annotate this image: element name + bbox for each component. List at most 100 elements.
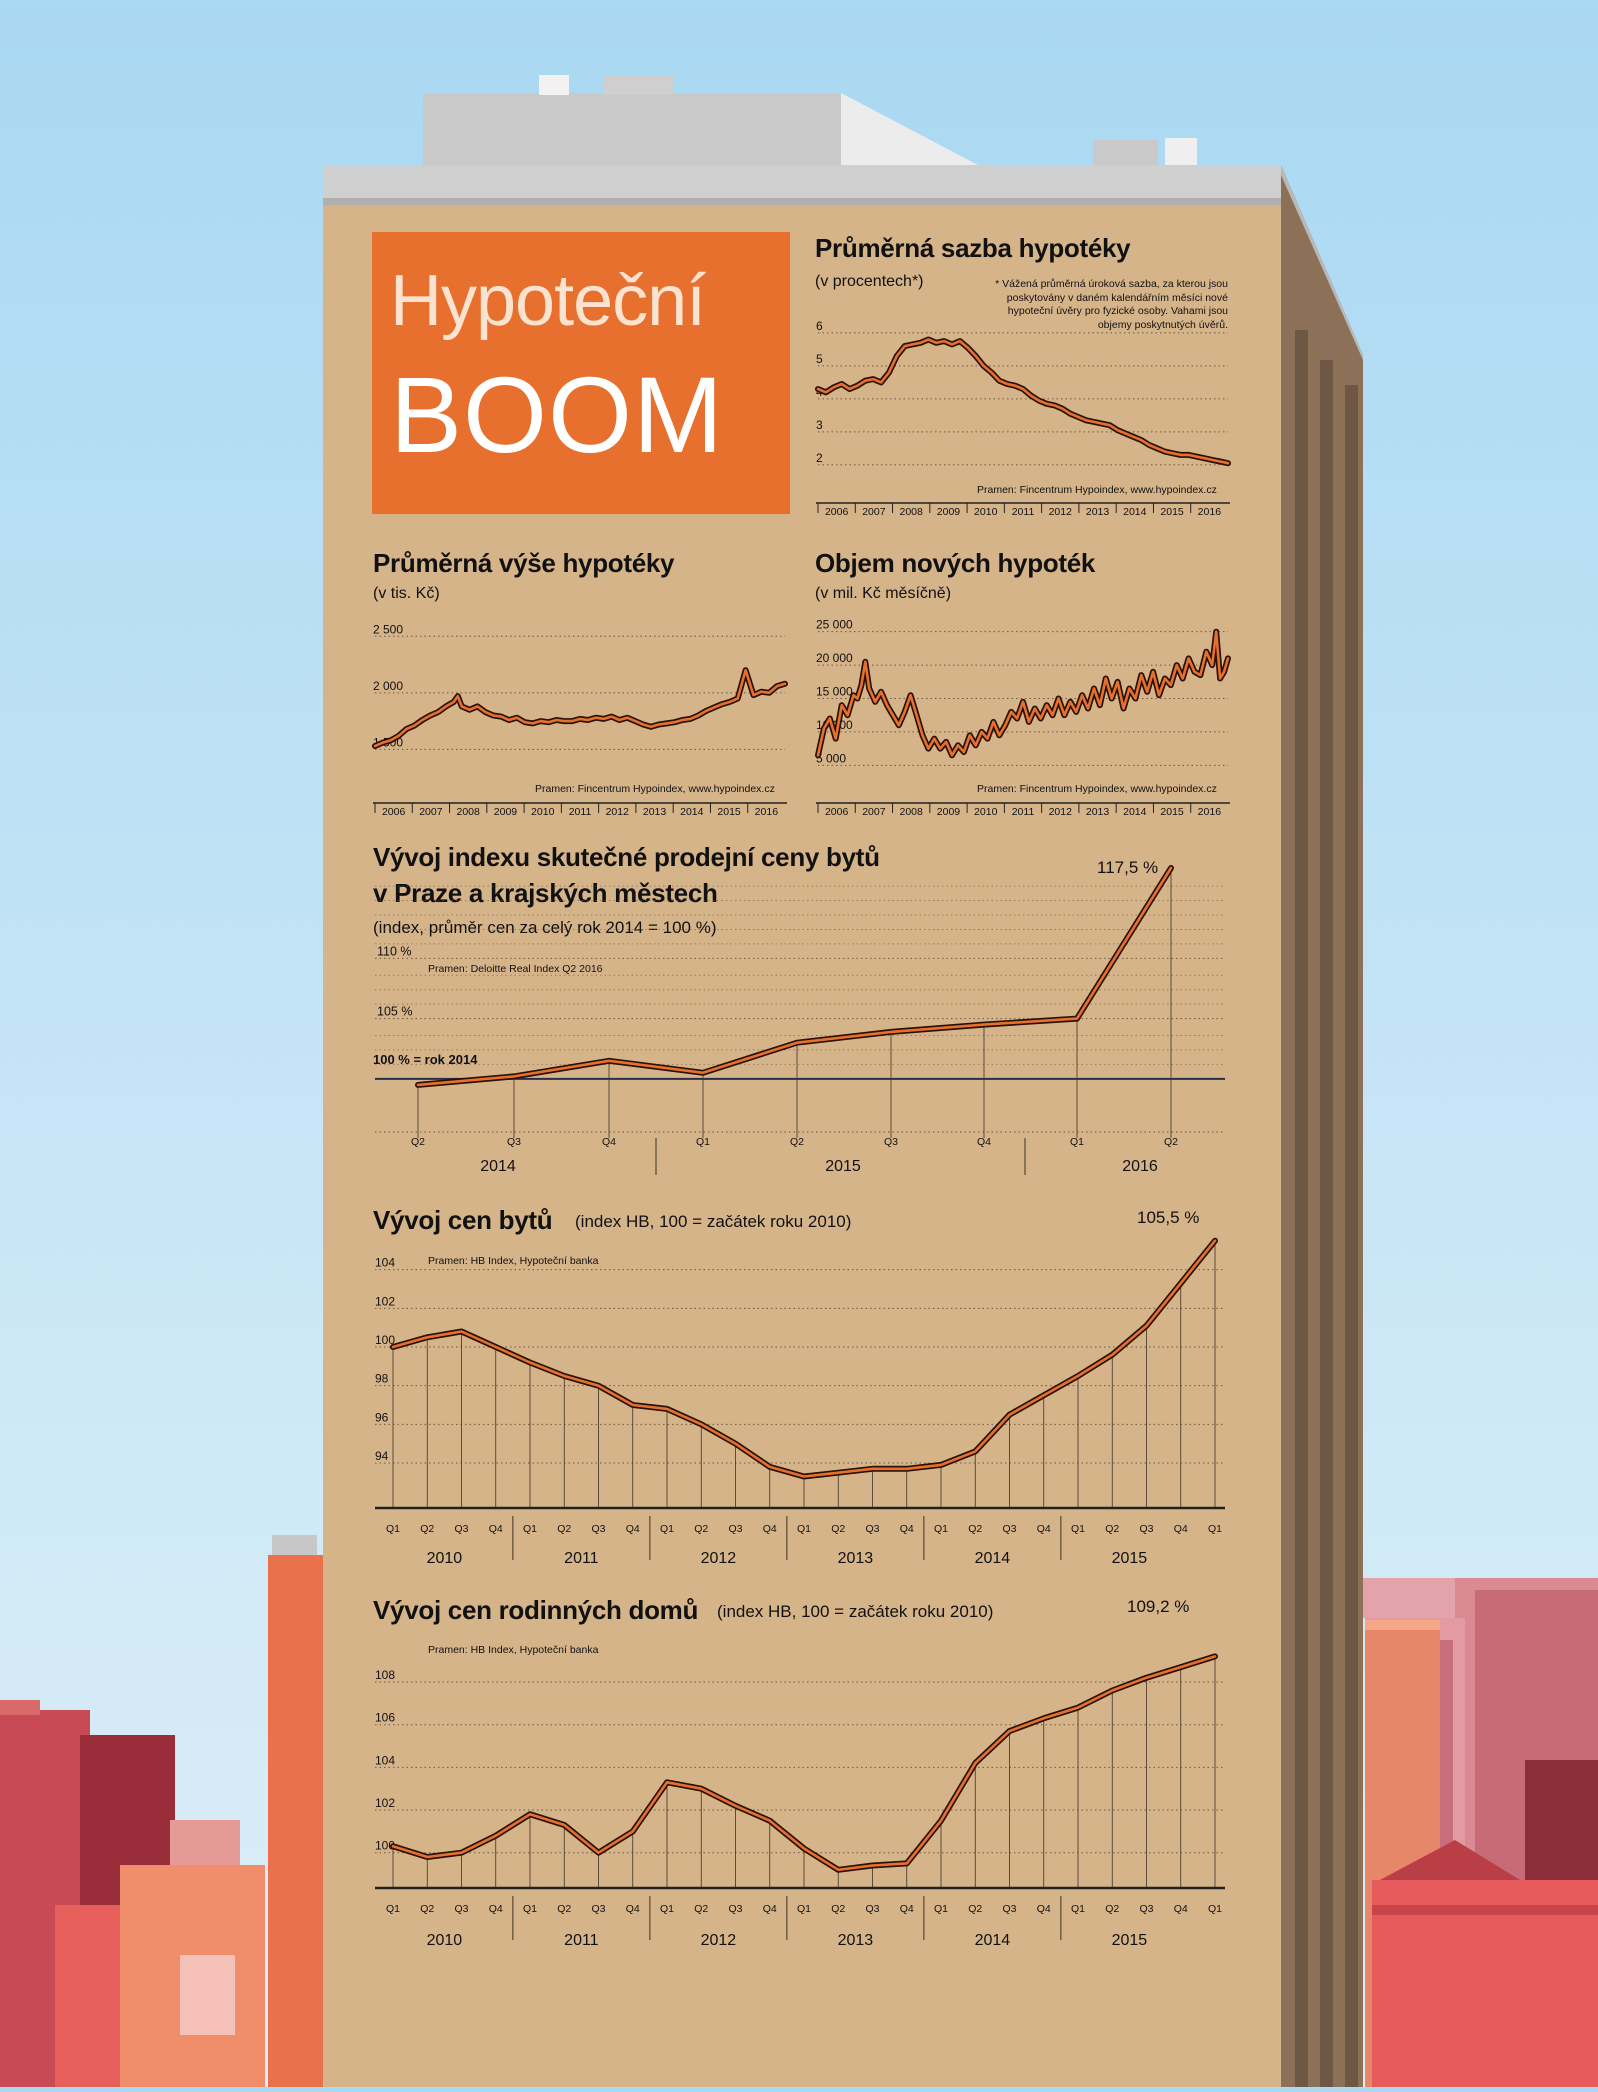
year-label-hb_domy: 2010: [427, 1932, 463, 1949]
quarter-label-hb_byty: Q1: [660, 1523, 674, 1535]
series-line-hb_domy: [391, 1655, 1217, 1872]
quarter-label-hb_domy: Q1: [523, 1903, 537, 1915]
title-line-2: BOOM: [390, 354, 725, 475]
quarter-label-deloitte: Q3: [507, 1136, 521, 1148]
quarter-label-hb_byty: Q1: [1208, 1523, 1222, 1535]
quarter-label-hb_domy: Q3: [1002, 1903, 1016, 1915]
quarter-label-hb_domy: Q4: [626, 1903, 640, 1915]
x-tick-label-sazba: 2011: [1012, 506, 1035, 518]
x-tick-label-sazba: 2014: [1123, 506, 1147, 518]
chart-subtitle-vyse: (v tis. Kč): [373, 585, 440, 602]
chart-title-deloitte-2: v Praze a krajských městech: [373, 878, 718, 908]
year-label-deloitte: 2016: [1122, 1158, 1158, 1175]
chart-subtitle-hb-byty: (index HB, 100 = začátek roku 2010): [575, 1212, 852, 1231]
year-label-deloitte: 2015: [825, 1158, 861, 1175]
quarter-label-deloitte: Q2: [411, 1136, 425, 1148]
quarter-label-hb_domy: Q2: [420, 1903, 434, 1915]
quarter-label-hb_domy: Q1: [1208, 1903, 1222, 1915]
quarter-label-hb_domy: Q1: [797, 1903, 811, 1915]
chart-title-objem: Objem nových hypoték: [815, 548, 1096, 578]
quarter-label-hb_byty: Q4: [626, 1523, 640, 1535]
chart-source-hb-byty: Pramen: HB Index, Hypoteční banka: [428, 1255, 599, 1267]
x-tick-label-objem: 2008: [900, 806, 924, 818]
quarter-label-hb_domy: Q3: [1139, 1903, 1153, 1915]
chart-subtitle-objem: (v mil. Kč měsíčně): [815, 585, 952, 602]
quarter-label-hb_byty: Q2: [968, 1523, 982, 1535]
x-tick-label-objem: 2006: [825, 806, 849, 818]
quarter-label-hb_byty: Q2: [1105, 1523, 1119, 1535]
quarter-label-hb_byty: Q4: [1174, 1523, 1188, 1535]
quarter-label-deloitte: Q2: [790, 1136, 804, 1148]
x-tick-label-sazba: 2012: [1049, 506, 1073, 518]
year-label-hb_domy: 2013: [838, 1932, 874, 1949]
quarter-label-hb_byty: Q3: [1002, 1523, 1016, 1535]
x-tick-label-objem: 2011: [1012, 806, 1035, 818]
quarter-label-hb_byty: Q2: [420, 1523, 434, 1535]
quarter-label-hb_byty: Q1: [386, 1523, 400, 1535]
chart-title-vyse: Průměrná výše hypotéky: [373, 548, 675, 578]
quarter-label-hb_domy: Q2: [694, 1903, 708, 1915]
series-line-hb_domy-outline: [390, 1653, 1218, 1873]
year-label-hb_byty: 2013: [838, 1550, 874, 1567]
y-tick-label-hb_domy: 108: [375, 1668, 395, 1682]
x-tick-label-objem: 2010: [974, 806, 998, 818]
series-line-vyse-outline: [372, 667, 788, 749]
x-tick-label-sazba: 2016: [1198, 506, 1222, 518]
quarter-label-hb_byty: Q4: [763, 1523, 777, 1535]
x-tick-label-vyse: 2006: [382, 806, 406, 818]
quarter-label-hb_domy: Q2: [557, 1903, 571, 1915]
chart-subtitle-deloitte: (index, průměr cen za celý rok 2014 = 10…: [373, 918, 717, 937]
x-tick-label-vyse: 2014: [680, 806, 704, 818]
series-line-hb_byty: [391, 1239, 1217, 1478]
quarter-label-deloitte: Q4: [602, 1136, 616, 1148]
quarter-label-hb_domy: Q3: [591, 1903, 605, 1915]
x-tick-label-sazba: 2015: [1160, 506, 1184, 518]
chart-title-hb-domy: Vývoj cen rodinných domů: [373, 1595, 699, 1625]
y-tick-label-hb_byty: 96: [375, 1410, 389, 1424]
x-tick-label-objem: 2015: [1160, 806, 1184, 818]
x-tick-label-vyse: 2007: [419, 806, 443, 818]
y-tick-label-hb_byty: 98: [375, 1372, 389, 1386]
quarter-label-hb_domy: Q3: [728, 1903, 742, 1915]
quarter-label-deloitte: Q3: [884, 1136, 898, 1148]
year-label-hb_domy: 2015: [1112, 1932, 1148, 1949]
quarter-label-hb_byty: Q2: [831, 1523, 845, 1535]
y-tick-label-sazba: 5: [816, 352, 823, 366]
quarter-label-hb_domy: Q1: [934, 1903, 948, 1915]
quarter-label-hb_domy: Q4: [900, 1903, 914, 1915]
chart-source-sazba: Pramen: Fincentrum Hypoindex, www.hypoin…: [977, 484, 1217, 496]
chart-title-hb-byty: Vývoj cen bytů: [373, 1205, 553, 1235]
series-line-sazba: [816, 338, 1230, 465]
quarter-label-hb_byty: Q3: [728, 1523, 742, 1535]
y-tick-label-objem: 5 000: [816, 751, 846, 765]
x-tick-label-vyse: 2009: [494, 806, 518, 818]
year-label-hb_byty: 2015: [1112, 1550, 1148, 1567]
quarter-label-hb_domy: Q4: [763, 1903, 777, 1915]
end-label-deloitte: 117,5 %: [1097, 858, 1159, 877]
quarter-label-hb_byty: Q4: [900, 1523, 914, 1535]
quarter-label-deloitte: Q1: [696, 1136, 710, 1148]
y-tick-label-deloitte: 105 %: [377, 1005, 412, 1019]
quarter-label-hb_byty: Q1: [797, 1523, 811, 1535]
year-label-hb_byty: 2014: [975, 1550, 1011, 1567]
chart-source-deloitte: Pramen: Deloitte Real Index Q2 2016: [428, 963, 603, 975]
quarter-label-hb_domy: Q2: [1105, 1903, 1119, 1915]
x-tick-label-vyse: 2008: [457, 806, 481, 818]
x-tick-label-objem: 2016: [1198, 806, 1222, 818]
quarter-label-hb_domy: Q1: [386, 1903, 400, 1915]
x-tick-label-sazba: 2009: [937, 506, 961, 518]
y-tick-label-sazba: 6: [816, 319, 823, 333]
y-tick-label-hb_byty: 100: [375, 1333, 395, 1347]
x-tick-label-sazba: 2007: [862, 506, 886, 518]
x-tick-label-objem: 2014: [1123, 806, 1147, 818]
y-tick-label-objem: 25 000: [816, 618, 853, 632]
quarter-label-hb_byty: Q2: [694, 1523, 708, 1535]
quarter-label-hb_domy: Q3: [865, 1903, 879, 1915]
chart-subtitle-hb-domy: (index HB, 100 = začátek roku 2010): [717, 1602, 994, 1621]
baseline-label-deloitte: 100 % = rok 2014: [373, 1052, 478, 1067]
quarter-label-hb_byty: Q1: [523, 1523, 537, 1535]
x-tick-label-sazba: 2010: [974, 506, 998, 518]
chart-title-sazba: Průměrná sazba hypotéky: [815, 233, 1131, 263]
